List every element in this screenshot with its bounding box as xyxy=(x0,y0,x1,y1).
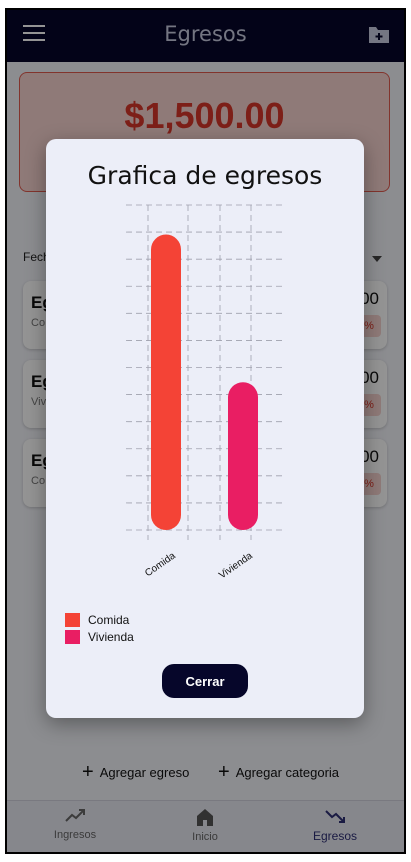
tick-label-vivienda: Vivienda xyxy=(217,550,255,581)
date-filter-label[interactable]: Fech xyxy=(23,250,50,264)
chart-dialog: Grafica de egresos Comida Vivienda Comida… xyxy=(46,139,364,718)
item-amount: 00 xyxy=(360,368,379,387)
add-category-label: Agregar categoria xyxy=(235,764,340,780)
app-bar: Egresos xyxy=(7,10,404,62)
legend-item: Vivienda xyxy=(65,629,134,644)
home-icon xyxy=(197,809,213,826)
legend-swatch xyxy=(65,612,80,627)
bottom-navigation: Ingresos Inicio Egresos xyxy=(7,800,404,852)
nav-label: Inicio xyxy=(192,831,218,843)
chart-legend: Comida Vivienda xyxy=(65,612,134,646)
device-frame: Egresos $1,500.00 Fech Eg Co 00 % Eg Viv… xyxy=(5,8,406,854)
expenses-bar-chart: Comida Vivienda xyxy=(126,204,284,581)
total-amount: $1,500.00 xyxy=(124,95,285,136)
trending-up-icon xyxy=(65,809,85,822)
dialog-title: Grafica de egresos xyxy=(87,161,323,190)
item-subtitle: Viv xyxy=(31,396,47,408)
plus-icon: + xyxy=(218,761,230,783)
item-subtitle: Co xyxy=(31,475,46,487)
legend-item: Comida xyxy=(65,612,134,627)
actions-row: + Agregar egreso + Agregar categoria xyxy=(7,762,404,786)
dropdown-caret-icon[interactable] xyxy=(372,256,382,262)
legend-swatch xyxy=(65,629,80,644)
bar-comida xyxy=(151,234,181,530)
menu-icon[interactable] xyxy=(23,25,45,43)
add-expense-label: Agregar egreso xyxy=(99,764,190,780)
nav-item-ingresos[interactable]: Ingresos xyxy=(25,807,125,841)
bar-vivienda xyxy=(228,382,258,530)
nav-label: Egresos xyxy=(312,829,358,843)
tick-label-comida: Comida xyxy=(143,550,178,579)
close-button[interactable]: Cerrar xyxy=(162,664,248,698)
add-expense-button[interactable]: + Agregar egreso xyxy=(82,762,189,782)
add-category-button[interactable]: + Agregar categoria xyxy=(218,762,339,782)
legend-label: Vivienda xyxy=(88,629,134,644)
plus-icon: + xyxy=(82,761,94,783)
trending-down-icon xyxy=(325,810,345,823)
nav-item-inicio[interactable]: Inicio xyxy=(155,807,255,843)
app-title: Egresos xyxy=(164,22,247,46)
item-amount: 00 xyxy=(360,447,379,466)
nav-item-egresos[interactable]: Egresos xyxy=(285,807,385,843)
item-amount: 00 xyxy=(360,289,379,308)
create-folder-icon[interactable] xyxy=(368,24,390,44)
nav-label: Ingresos xyxy=(53,829,97,841)
legend-label: Comida xyxy=(88,612,130,627)
item-subtitle: Co xyxy=(31,317,46,329)
